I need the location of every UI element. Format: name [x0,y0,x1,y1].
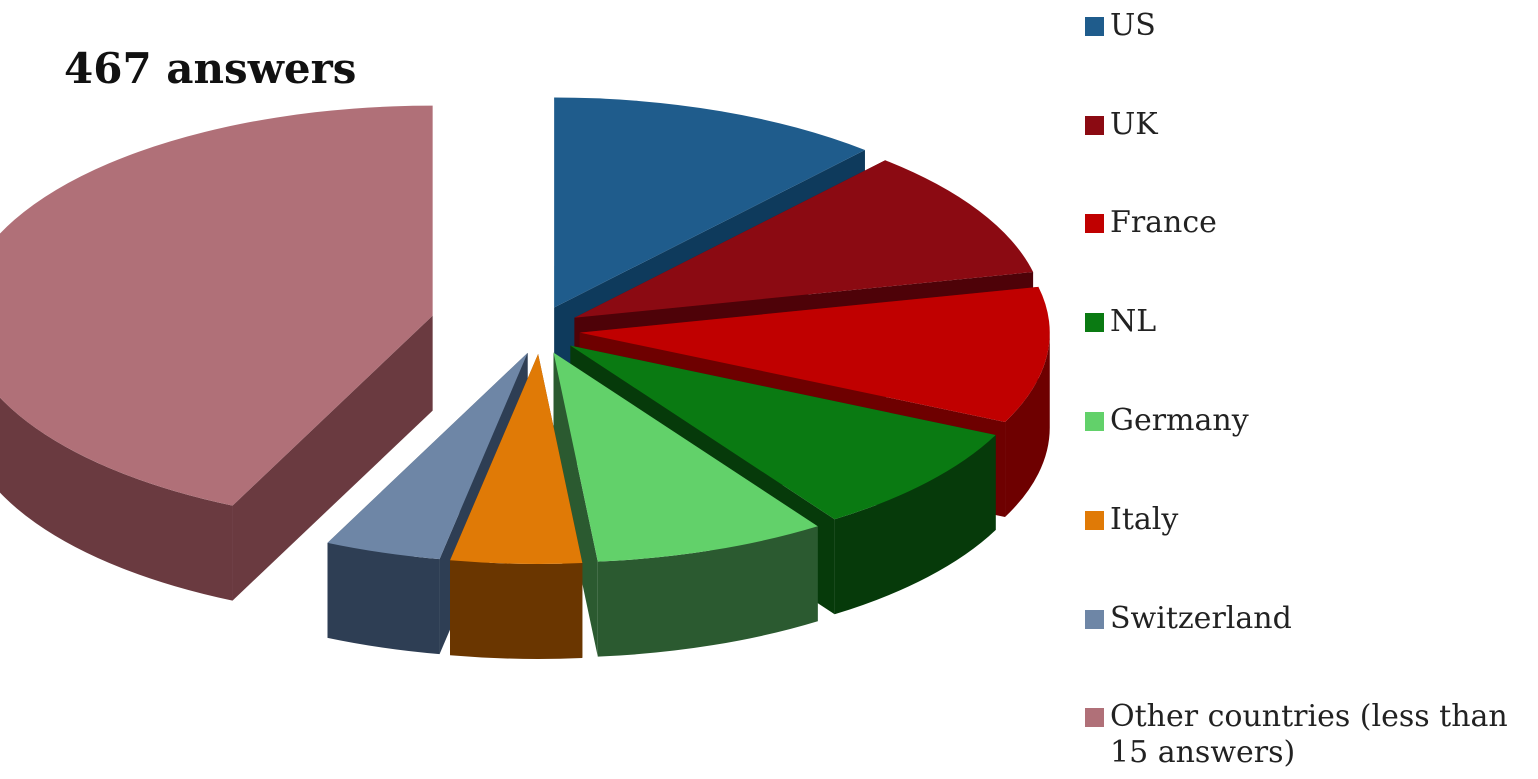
legend-swatch [1085,412,1104,431]
legend-label: UK [1110,107,1158,142]
legend-item: France [1085,205,1217,241]
slice-top [0,105,433,506]
legend-item: US [1085,8,1156,44]
slice-top [450,353,583,564]
legend-label: Switzerland [1110,601,1292,636]
legend-label: Italy [1110,502,1179,537]
slice-top [553,352,818,562]
legend-swatch [1085,610,1104,629]
slice-top [327,352,528,560]
slice-top [554,97,865,308]
pie-slice-other [0,105,433,601]
legend-label: Other countries (less than 15 answers) [1110,699,1508,770]
chart-title: 467 answers [64,44,357,93]
slice-top [574,160,1034,318]
legend-label: Germany [1110,403,1249,438]
legend-item: NL [1085,304,1156,340]
slice-top [570,345,996,520]
legend-swatch [1085,214,1104,233]
pie-chart [0,97,1050,659]
slice-rim [834,435,996,615]
slice-rim [0,397,233,601]
pie-slice-germany [553,352,818,657]
slice-rim [327,542,440,655]
slice-top [579,286,1050,423]
legend-item: Other countries (less than 15 answers) [1085,699,1535,771]
legend-item: Germany [1085,403,1249,439]
legend-label: NL [1110,304,1157,339]
legend-swatch [1085,511,1104,530]
slice-rim [597,526,818,657]
legend-swatch [1085,313,1104,332]
legend-item: UK [1085,107,1158,143]
legend-label: US [1110,8,1156,43]
legend-item: Italy [1085,502,1178,538]
slice-wall [232,315,433,601]
legend-label: France [1110,205,1217,240]
pie-slice-italy [450,353,583,659]
legend-swatch [1085,116,1104,135]
legend-swatch [1085,708,1104,727]
slice-wall [553,352,598,657]
legend-swatch [1085,17,1104,36]
slice-rim [1005,332,1050,518]
slice-rim [450,560,583,659]
legend-item: Switzerland [1085,601,1292,637]
